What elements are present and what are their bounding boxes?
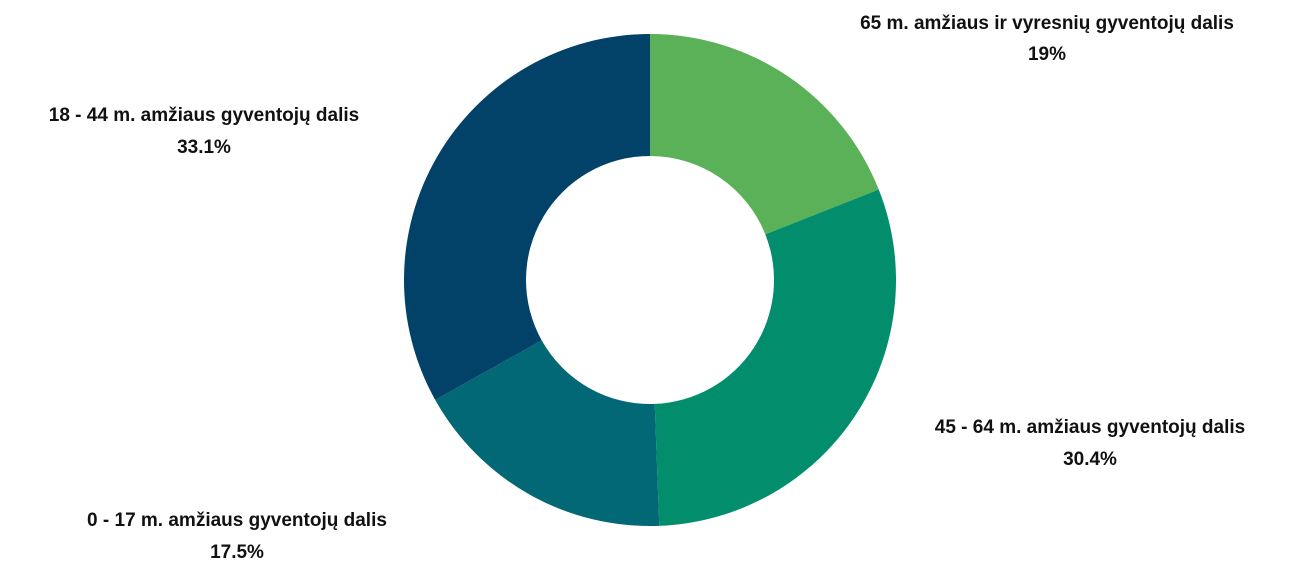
slice-18-44 [404,34,650,400]
slices-layer [404,34,897,526]
slice-label-0-17: 0 - 17 m. amžiaus gyventojų dalis [87,510,387,531]
labels-layer: 65 m. amžiaus ir vyresnių gyventojų dali… [49,13,1245,563]
slice-value-65-plus: 19% [1028,44,1066,65]
slice-label-18-44: 18 - 44 m. amžiaus gyventojų dalis [49,105,359,126]
slice-45-64 [654,189,897,526]
slice-0-17 [435,340,660,526]
slice-value-0-17: 17.5% [210,542,264,563]
slice-value-45-64: 30.4% [1063,449,1117,470]
slice-value-18-44: 33.1% [177,137,231,158]
slice-label-65-plus: 65 m. amžiaus ir vyresnių gyventojų dali… [860,13,1234,34]
slice-65-plus [650,34,879,235]
slice-label-45-64: 45 - 64 m. amžiaus gyventojų dalis [935,417,1245,438]
